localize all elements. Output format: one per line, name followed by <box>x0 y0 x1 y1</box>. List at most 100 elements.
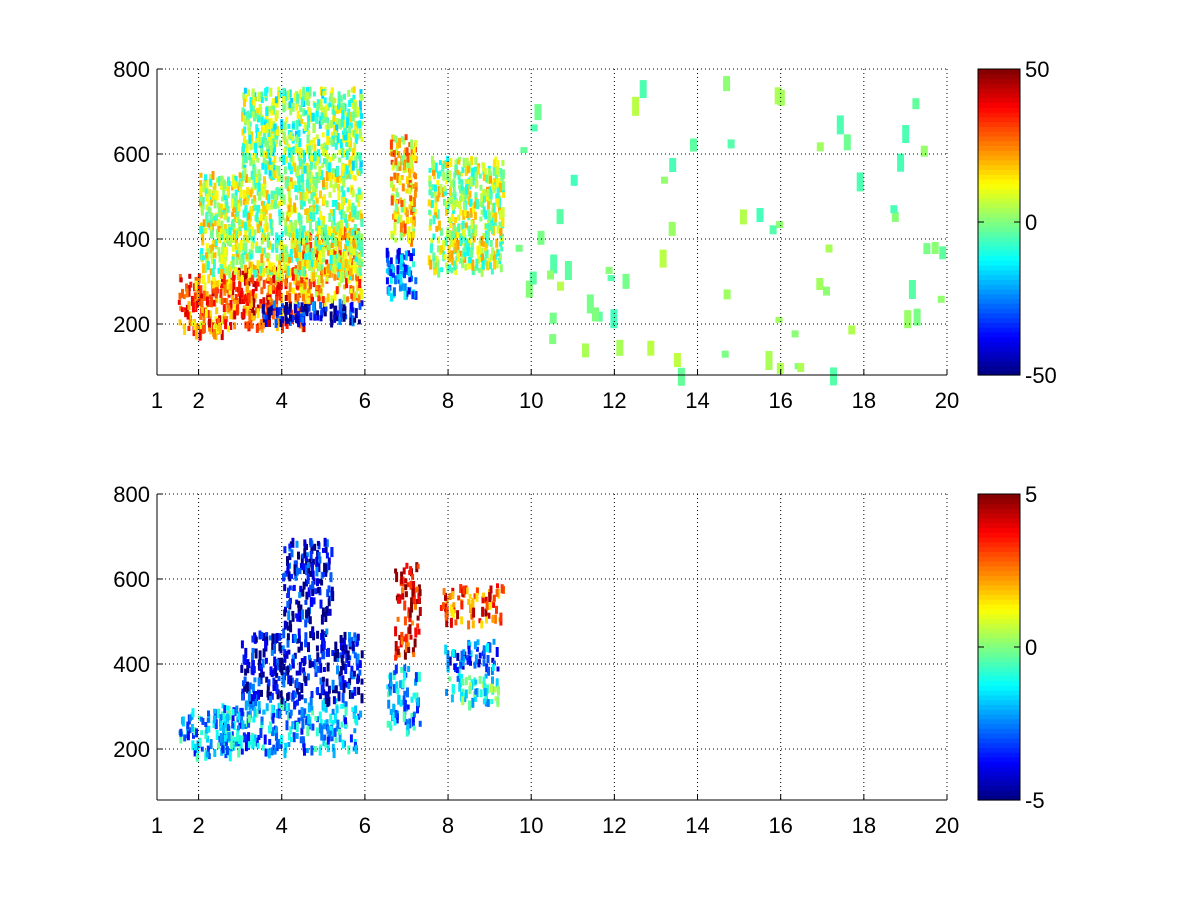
heatmap-cell-r7 <box>393 134 397 140</box>
heatmap-cell-r5 <box>294 144 298 153</box>
heatmap-cell-r5 <box>318 166 322 176</box>
heatmap-cell-r1 <box>231 708 235 715</box>
heatmap-cell-r5 <box>297 146 301 157</box>
heatmap-cell-r4 <box>312 205 315 212</box>
heatmap-cell-r0 <box>179 728 183 737</box>
heatmap-cell-r3 <box>315 248 319 255</box>
heatmap-cell-r6 <box>403 283 407 292</box>
heatmap-cell-r5 <box>241 107 245 113</box>
heatmap-cell-r6 <box>456 610 460 620</box>
heatmap-cell-r5 <box>321 162 325 168</box>
heatmap-cell-r1 <box>322 723 326 730</box>
heatmap-cell-r4 <box>224 266 228 274</box>
heatmap-cell-r8 <box>493 259 497 270</box>
heatmap-cell-r8 <box>483 188 486 196</box>
heatmap-cell-r5 <box>410 597 414 607</box>
heatmap-cell-r5 <box>282 155 286 165</box>
heatmap-cell-r8 <box>443 185 447 192</box>
heatmap-cell-r1 <box>265 309 269 315</box>
heatmap-cell-r9 <box>520 147 528 154</box>
heatmap-cell-r4 <box>340 209 344 220</box>
colorbar-step <box>978 164 1020 171</box>
heatmap-cell-r2 <box>286 638 290 648</box>
heatmap-cell-r5 <box>265 123 269 134</box>
heatmap-cell-r0 <box>179 735 183 744</box>
heatmap-cell-r9 <box>616 339 624 356</box>
heatmap-cell-r0 <box>216 742 220 750</box>
heatmap-cell-r7 <box>492 660 496 666</box>
heatmap-cell-r7 <box>411 166 414 174</box>
heatmap-cell-r9 <box>632 96 640 116</box>
heatmap-cell-r7 <box>495 647 499 657</box>
heatmap-cell-r4 <box>342 182 346 188</box>
heatmap-cell-r5 <box>287 143 291 149</box>
heatmap-cell-r4 <box>270 203 274 210</box>
heatmap-cell-r3 <box>293 564 297 575</box>
heatmap-cell-r5 <box>283 121 287 131</box>
heatmap-cell-r1 <box>243 294 247 303</box>
heatmap-cell-r2 <box>259 664 263 670</box>
heatmap-cell-r1 <box>231 744 235 751</box>
heatmap-cell-r5 <box>326 117 330 124</box>
heatmap-cell-r6 <box>412 248 415 254</box>
heatmap-cell-r5 <box>332 168 336 174</box>
heatmap-cell-r4 <box>246 234 250 243</box>
heatmap-cell-r2 <box>348 637 352 647</box>
heatmap-cell-r4 <box>213 199 217 209</box>
heatmap-cell-r6 <box>449 617 453 628</box>
heatmap-cell-r6 <box>454 619 458 626</box>
heatmap-cell-r0 <box>204 308 208 318</box>
heatmap-cell-r2 <box>319 315 323 322</box>
heatmap-cell-r1 <box>269 278 273 286</box>
heatmap-cell-r4 <box>212 215 216 221</box>
heatmap-cell-r4 <box>358 257 362 266</box>
heatmap-cell-r4 <box>342 211 346 219</box>
heatmap-cell-r4 <box>412 692 416 698</box>
heatmap-cell-r8 <box>471 167 475 178</box>
heatmap-cell-r4 <box>232 223 236 233</box>
heatmap-cell-r3 <box>318 556 322 564</box>
heatmap-cell-r4 <box>247 176 251 183</box>
heatmap-cell-r2 <box>246 664 250 674</box>
heatmap-cell-r4 <box>250 261 254 270</box>
heatmap-cell-r3 <box>283 620 287 630</box>
colorbar-step <box>978 78 1020 84</box>
heatmap-cell-r3 <box>299 585 303 596</box>
heatmap-cell-r4 <box>214 239 218 246</box>
heatmap-cell-r3 <box>354 264 357 274</box>
heatmap-cell-r4 <box>302 259 306 267</box>
heatmap-cell-r6 <box>392 287 396 297</box>
heatmap-cell-r1 <box>283 748 287 759</box>
heatmap-cell-r8 <box>449 223 452 228</box>
heatmap-cell-r7 <box>469 660 472 666</box>
heatmap-cell-r8 <box>485 243 489 249</box>
heatmap-cell-r3 <box>326 589 330 598</box>
heatmap-cell-r7 <box>478 652 482 659</box>
heatmap-cell-r5 <box>339 95 343 103</box>
colorbar-step <box>978 551 1020 557</box>
colorbar: -505 <box>977 482 1045 813</box>
heatmap-cell-r5 <box>333 98 337 104</box>
heatmap-cell-r8 <box>437 192 441 198</box>
heatmap-cell-r7 <box>412 210 415 220</box>
heatmap-cell-r4 <box>224 196 228 205</box>
heatmap-cell-r1 <box>352 712 356 719</box>
heatmap-cell-r5 <box>414 627 418 638</box>
heatmap-cell-r8 <box>452 233 456 243</box>
heatmap-cell-r2 <box>353 686 357 696</box>
heatmap-cell-r4 <box>348 254 352 263</box>
heatmap-cell-r4 <box>332 184 336 193</box>
heatmap-cell-r1 <box>320 730 324 741</box>
heatmap-cell-r6 <box>385 277 389 285</box>
heatmap-cell-r1 <box>249 319 253 328</box>
heatmap-cell-r8 <box>459 195 463 203</box>
heatmap-cell-r0 <box>219 315 223 325</box>
heatmap-cell-r8 <box>449 186 452 197</box>
heatmap-cell-r4 <box>406 724 410 731</box>
heatmap-cell-r4 <box>280 192 284 200</box>
heatmap-cell-r3 <box>323 297 327 307</box>
heatmap-cell-r2 <box>303 306 307 315</box>
heatmap-cell-r8 <box>483 688 487 697</box>
heatmap-cell-r0 <box>199 313 203 320</box>
heatmap-cell-r1 <box>236 298 240 305</box>
